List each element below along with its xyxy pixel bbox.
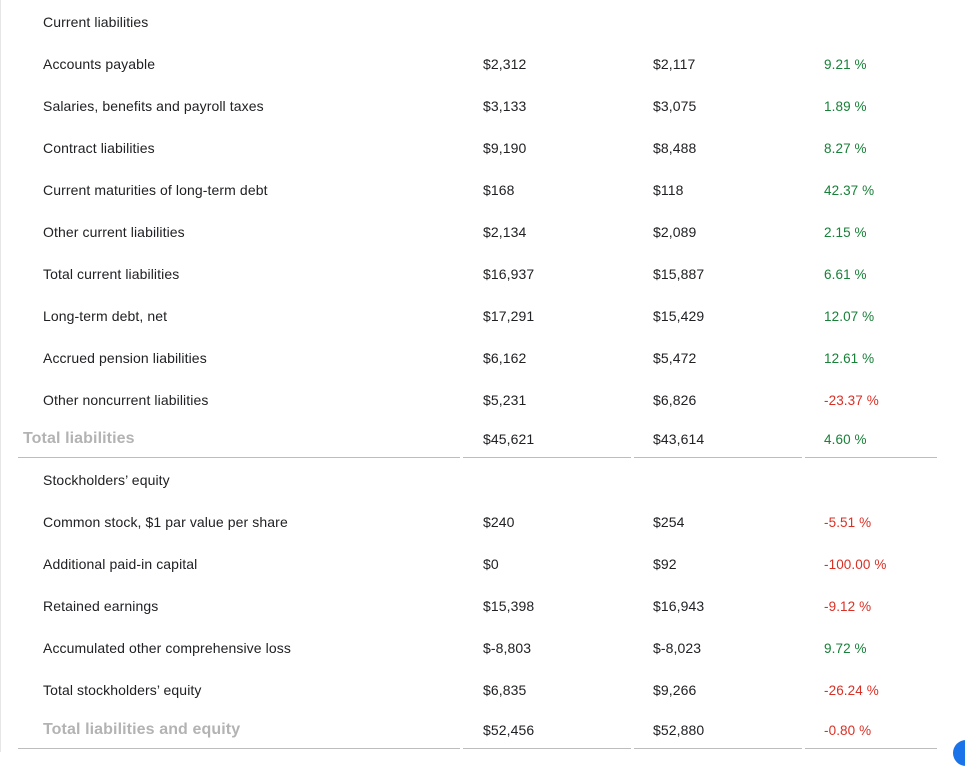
table-row: Long-term debt, net $17,291 $15,429 12.0… [0,295,965,337]
total-liabilities-equity-percent-change: -0.80 % [824,722,872,738]
row-label: Other current liabilities [43,224,185,240]
table-row: Salaries, benefits and payroll taxes $3,… [0,85,965,127]
row-value-current: $168 [483,182,515,198]
row-label: Common stock, $1 par value per share [43,514,288,530]
row-value-current: $6,835 [483,682,527,698]
table-row: Other noncurrent liabilities $5,231 $6,8… [0,379,965,421]
total-underline [463,457,631,458]
total-liabilities-percent-change: 4.60 % [824,431,867,447]
row-value-prior: $-8,023 [653,640,702,656]
row-value-current: $3,133 [483,98,527,114]
row-percent-change: -26.24 % [824,682,879,698]
total-liabilities-label: Total liabilities [23,430,135,447]
row-value-prior: $6,826 [653,392,697,408]
section-header-current-liabilities: Current liabilities [0,1,965,43]
row-percent-change: -5.51 % [824,514,872,530]
total-underline [463,748,631,749]
row-value-current: $16,937 [483,266,535,282]
row-value-prior: $15,429 [653,308,705,324]
total-liabilities-value-prior: $43,614 [653,431,705,447]
total-liabilities-equity-row: Total liabilities and equity $52,456 $52… [0,711,965,749]
row-value-current: $5,231 [483,392,527,408]
row-value-prior: $3,075 [653,98,697,114]
row-value-current: $-8,803 [483,640,532,656]
row-value-current: $240 [483,514,515,530]
total-liabilities-equity-value-prior: $52,880 [653,722,705,738]
row-percent-change: 9.21 % [824,56,867,72]
row-value-current: $0 [483,556,499,572]
row-value-prior: $92 [653,556,677,572]
row-value-current: $15,398 [483,598,535,614]
row-value-prior: $8,488 [653,140,697,156]
row-label: Accrued pension liabilities [43,350,207,366]
row-percent-change: 2.15 % [824,224,867,240]
row-value-prior: $9,266 [653,682,697,698]
total-liabilities-row: Total liabilities $45,621 $43,614 4.60 % [0,420,965,458]
total-underline [634,748,802,749]
row-value-prior: $2,089 [653,224,697,240]
total-liabilities-equity-value-current: $52,456 [483,722,535,738]
row-value-current: $6,162 [483,350,527,366]
table-row: Accounts payable $2,312 $2,117 9.21 % [0,43,965,85]
row-label: Salaries, benefits and payroll taxes [43,98,264,114]
row-value-prior: $5,472 [653,350,697,366]
row-label: Additional paid-in capital [43,556,198,572]
section-header-label: Stockholders’ equity [43,472,170,488]
row-label: Long-term debt, net [43,308,168,324]
row-label: Total current liabilities [43,266,180,282]
row-value-prior: $118 [653,182,684,198]
row-label: Total stockholders’ equity [43,682,202,698]
table-row: Accrued pension liabilities $6,162 $5,47… [0,337,965,379]
total-underline [634,457,802,458]
table-row: Accumulated other comprehensive loss $-8… [0,627,965,669]
row-percent-change: -23.37 % [824,392,879,408]
row-value-current: $2,134 [483,224,527,240]
row-percent-change: 9.72 % [824,640,867,656]
row-percent-change: 12.07 % [824,308,875,324]
total-underline [18,748,460,749]
row-value-current: $2,312 [483,56,527,72]
panel-left-border [0,0,1,752]
row-percent-change: -9.12 % [824,598,872,614]
row-value-prior: $2,117 [653,56,696,72]
row-value-prior: $15,887 [653,266,705,282]
total-underline [805,457,937,458]
table-row: Additional paid-in capital $0 $92 -100.0… [0,543,965,585]
row-label: Contract liabilities [43,140,155,156]
row-percent-change: 6.61 % [824,266,867,282]
total-underline [805,748,937,749]
row-value-current: $9,190 [483,140,527,156]
table-row: Retained earnings $15,398 $16,943 -9.12 … [0,585,965,627]
row-value-prior: $16,943 [653,598,705,614]
section-header-stockholders-equity: Stockholders’ equity [0,459,965,501]
row-value-current: $17,291 [483,308,535,324]
row-label: Retained earnings [43,598,159,614]
row-value-prior: $254 [653,514,685,530]
total-liabilities-equity-label: Total liabilities and equity [43,721,241,738]
row-percent-change: 12.61 % [824,350,875,366]
row-label: Accounts payable [43,56,156,72]
table-row: Current maturities of long-term debt $16… [0,169,965,211]
row-percent-change: 1.89 % [824,98,867,114]
table-row: Contract liabilities $9,190 $8,488 8.27 … [0,127,965,169]
row-label: Accumulated other comprehensive loss [43,640,291,656]
row-label: Current maturities of long-term debt [43,182,268,198]
table-row: Common stock, $1 par value per share $24… [0,501,965,543]
table-row: Total current liabilities $16,937 $15,88… [0,253,965,295]
total-underline [18,457,460,458]
row-percent-change: -100.00 % [824,556,887,572]
row-percent-change: 42.37 % [824,182,875,198]
table-row: Total stockholders’ equity $6,835 $9,266… [0,669,965,711]
row-label: Other noncurrent liabilities [43,392,209,408]
total-liabilities-value-current: $45,621 [483,431,535,447]
table-row: Other current liabilities $2,134 $2,089 … [0,211,965,253]
section-header-label: Current liabilities [43,14,149,30]
row-percent-change: 8.27 % [824,140,867,156]
